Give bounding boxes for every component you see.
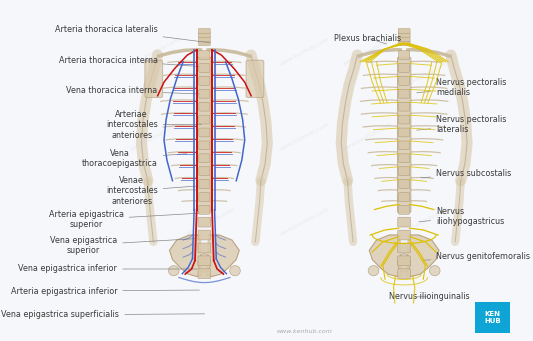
FancyBboxPatch shape	[199, 167, 210, 176]
FancyBboxPatch shape	[398, 29, 410, 33]
Ellipse shape	[230, 266, 240, 276]
FancyBboxPatch shape	[399, 128, 410, 137]
FancyBboxPatch shape	[398, 243, 410, 253]
FancyBboxPatch shape	[199, 128, 210, 137]
FancyBboxPatch shape	[198, 37, 211, 42]
FancyBboxPatch shape	[399, 76, 410, 85]
Text: www.kenhub.com: www.kenhub.com	[342, 121, 394, 152]
FancyBboxPatch shape	[198, 57, 211, 212]
FancyBboxPatch shape	[398, 41, 410, 45]
FancyBboxPatch shape	[399, 102, 410, 111]
FancyBboxPatch shape	[399, 167, 410, 176]
Text: Nervus pectoralis
medialis: Nervus pectoralis medialis	[417, 78, 506, 97]
FancyBboxPatch shape	[198, 243, 211, 253]
Text: Nervus subcostalis: Nervus subcostalis	[421, 169, 511, 178]
Text: www.kenhub.com: www.kenhub.com	[276, 329, 332, 334]
FancyBboxPatch shape	[399, 115, 410, 124]
FancyBboxPatch shape	[198, 29, 211, 33]
FancyBboxPatch shape	[475, 302, 510, 333]
FancyBboxPatch shape	[199, 89, 210, 98]
FancyBboxPatch shape	[199, 206, 210, 214]
Ellipse shape	[398, 254, 410, 272]
Text: Arteria epigastrica inferior: Arteria epigastrica inferior	[11, 286, 199, 296]
Text: www.kenhub.com: www.kenhub.com	[279, 206, 330, 237]
Text: Arteria epigastrica
superior: Arteria epigastrica superior	[49, 210, 201, 229]
FancyBboxPatch shape	[198, 269, 211, 279]
FancyBboxPatch shape	[199, 102, 210, 111]
FancyBboxPatch shape	[199, 141, 210, 150]
FancyBboxPatch shape	[398, 33, 410, 38]
Polygon shape	[406, 235, 439, 277]
Text: www.kenhub.com: www.kenhub.com	[279, 36, 330, 67]
FancyBboxPatch shape	[246, 60, 264, 98]
Text: Vena epigastrica inferior: Vena epigastrica inferior	[18, 265, 197, 273]
Text: Nervus genitofemoralis: Nervus genitofemoralis	[423, 252, 530, 261]
Polygon shape	[169, 235, 202, 277]
Text: Plexus brachialis: Plexus brachialis	[334, 33, 401, 44]
Text: Nervus pectoralis
lateralis: Nervus pectoralis lateralis	[417, 115, 506, 134]
Ellipse shape	[368, 266, 379, 276]
FancyBboxPatch shape	[199, 50, 210, 59]
FancyBboxPatch shape	[399, 180, 410, 189]
FancyBboxPatch shape	[399, 50, 410, 59]
FancyBboxPatch shape	[398, 37, 410, 42]
FancyBboxPatch shape	[199, 63, 210, 72]
FancyBboxPatch shape	[199, 154, 210, 163]
Polygon shape	[369, 235, 402, 277]
Text: www.kenhub.com: www.kenhub.com	[185, 60, 237, 91]
Text: www.kenhub.com: www.kenhub.com	[185, 206, 237, 237]
FancyBboxPatch shape	[399, 193, 410, 202]
Ellipse shape	[168, 266, 179, 276]
FancyBboxPatch shape	[199, 180, 210, 189]
FancyBboxPatch shape	[198, 230, 211, 240]
Text: Vena epigastrica
superior: Vena epigastrica superior	[50, 236, 196, 255]
Text: Nervus
iliohypogastricus: Nervus iliohypogastricus	[419, 207, 504, 226]
FancyBboxPatch shape	[199, 115, 210, 124]
Text: www.kenhub.com: www.kenhub.com	[342, 36, 394, 67]
FancyBboxPatch shape	[145, 60, 163, 98]
Text: www.kenhub.com: www.kenhub.com	[398, 206, 449, 237]
FancyBboxPatch shape	[398, 269, 410, 279]
FancyBboxPatch shape	[399, 89, 410, 98]
Text: KEN
HUB: KEN HUB	[484, 311, 501, 324]
FancyBboxPatch shape	[198, 41, 211, 45]
Text: Vena thoracica interna: Vena thoracica interna	[66, 86, 200, 95]
Text: Arteria thoracica interna: Arteria thoracica interna	[59, 56, 203, 67]
FancyBboxPatch shape	[398, 230, 410, 240]
FancyBboxPatch shape	[198, 33, 211, 38]
Text: Arteriae
intercostales
anteriores: Arteriae intercostales anteriores	[106, 110, 201, 139]
FancyBboxPatch shape	[397, 57, 411, 212]
FancyBboxPatch shape	[199, 76, 210, 85]
Text: Vena epigastrica superficialis: Vena epigastrica superficialis	[2, 310, 205, 319]
Text: Arteria thoracica lateralis: Arteria thoracica lateralis	[55, 25, 210, 43]
FancyBboxPatch shape	[399, 154, 410, 163]
Ellipse shape	[430, 266, 440, 276]
Polygon shape	[206, 235, 239, 277]
Text: www.kenhub.com: www.kenhub.com	[130, 121, 181, 152]
Text: Nervus ilioinguinalis: Nervus ilioinguinalis	[389, 292, 470, 301]
FancyBboxPatch shape	[399, 206, 410, 214]
Text: www.kenhub.com: www.kenhub.com	[130, 36, 181, 67]
FancyBboxPatch shape	[198, 256, 211, 266]
FancyBboxPatch shape	[199, 193, 210, 202]
Text: www.kenhub.com: www.kenhub.com	[398, 60, 449, 91]
FancyBboxPatch shape	[399, 63, 410, 72]
Ellipse shape	[198, 254, 211, 272]
Text: Vena
thoracoepigastrica: Vena thoracoepigastrica	[82, 149, 187, 168]
FancyBboxPatch shape	[399, 141, 410, 150]
Text: Venae
intercostales
anteriores: Venae intercostales anteriores	[106, 176, 197, 206]
FancyBboxPatch shape	[198, 217, 211, 227]
Text: www.kenhub.com: www.kenhub.com	[279, 121, 330, 152]
FancyBboxPatch shape	[398, 217, 410, 227]
FancyBboxPatch shape	[398, 256, 410, 266]
